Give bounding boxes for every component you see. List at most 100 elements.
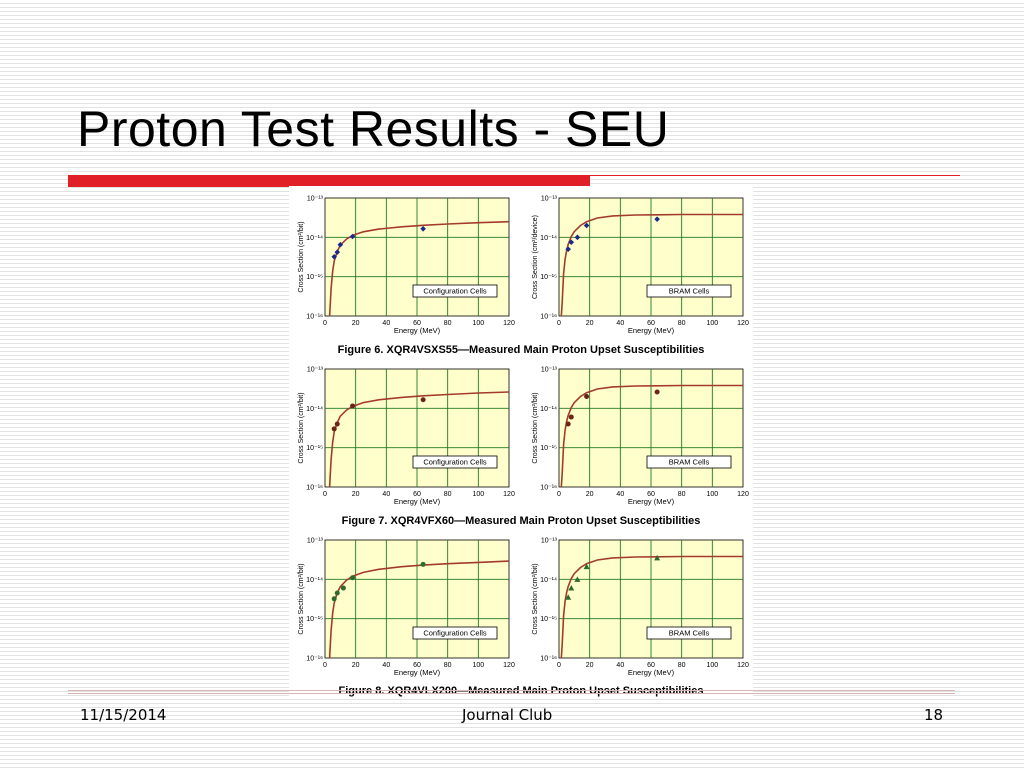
x-tick-label: 40 <box>616 491 624 498</box>
y-axis-label: Cross Section (cm²/device) <box>532 215 539 299</box>
x-axis-label: Energy (MeV) <box>628 326 675 335</box>
data-point <box>334 590 340 596</box>
x-tick-label: 60 <box>647 320 655 327</box>
data-point <box>334 249 341 255</box>
x-tick-label: 60 <box>647 662 655 669</box>
x-axis-label: Energy (MeV) <box>394 668 441 677</box>
y-tick-label: 10⁻¹⁵ <box>306 274 323 281</box>
y-tick-label: 10⁻¹³ <box>541 196 558 203</box>
data-point <box>565 594 572 600</box>
x-tick-label: 120 <box>737 662 749 669</box>
y-tick-label: 10⁻¹⁵ <box>540 445 557 452</box>
x-tick-label: 0 <box>557 662 561 669</box>
y-tick-label: 10⁻¹³ <box>541 367 558 374</box>
footer-date: 11/15/2014 <box>80 706 167 724</box>
y-tick-label: 10⁻¹⁴ <box>540 406 557 413</box>
x-tick-label: 100 <box>706 662 718 669</box>
data-point <box>583 563 590 570</box>
legend-box <box>646 284 732 298</box>
x-tick-label: 20 <box>586 320 594 327</box>
x-tick-label: 0 <box>323 320 327 327</box>
figure-7-caption: Figure 7. XQR4VFX60—Measured Main Proton… <box>342 515 701 527</box>
x-axis-label: Energy (MeV) <box>628 668 675 677</box>
y-tick-label: 10⁻¹⁵ <box>306 445 323 452</box>
data-point <box>350 575 356 581</box>
y-tick-label: 10⁻¹⁵ <box>540 274 557 281</box>
y-tick-label: 10⁻¹⁵ <box>306 616 323 623</box>
y-tick-label: 10⁻¹⁵ <box>540 616 557 623</box>
figure-6-caption: Figure 6. XQR4VSXS55—Measured Main Proto… <box>338 344 705 356</box>
data-point <box>565 421 571 427</box>
data-point <box>654 216 660 222</box>
data-point <box>331 596 337 602</box>
x-tick-label: 120 <box>737 320 749 327</box>
data-point <box>420 561 426 567</box>
x-tick-label: 100 <box>472 662 484 669</box>
y-tick-label: 10⁻¹⁶ <box>540 485 557 492</box>
charts-group: 0 20 40 60 80 100 120 10⁻¹⁶ 10⁻¹⁵ 10⁻¹⁴ 10⁻¹³ Energ… <box>298 196 749 678</box>
legend-box <box>646 455 732 469</box>
x-tick-label: 80 <box>444 491 452 498</box>
y-axis-label: Cross Section (cm²/bit) <box>298 392 305 463</box>
y-tick-label: 10⁻¹⁶ <box>306 314 323 321</box>
x-tick-label: 20 <box>352 491 360 498</box>
x-tick-label: 60 <box>647 491 655 498</box>
data-point <box>654 554 661 561</box>
chart-5: 0 20 40 60 80 100 120 10⁻¹⁶ 10⁻¹⁵ 10⁻¹⁴ 10⁻¹³ Energ… <box>298 538 515 678</box>
x-tick-label: 20 <box>586 662 594 669</box>
y-axis-label: Cross Section (cm²/bit) <box>298 563 305 634</box>
chart-6: 0 20 40 60 80 100 120 10⁻¹⁶ 10⁻¹⁵ 10⁻¹⁴ 10⁻¹³ Energ… <box>532 538 749 678</box>
slide-title: Proton Test Results - SEU <box>77 101 670 157</box>
y-tick-label: 10⁻¹⁴ <box>306 406 323 413</box>
data-point <box>574 576 581 582</box>
figure-panel: 0 20 40 60 80 100 120 10⁻¹⁶ 10⁻¹⁵ 10⁻¹⁴ 10⁻¹³ Energ… <box>289 186 753 698</box>
legend-box <box>646 626 732 640</box>
data-point <box>568 414 574 420</box>
legend-label: Configuration Cells <box>423 287 487 296</box>
y-tick-label: 10⁻¹⁶ <box>306 485 323 492</box>
x-tick-label: 80 <box>678 491 686 498</box>
x-tick-label: 100 <box>706 320 718 327</box>
x-tick-label: 0 <box>323 491 327 498</box>
x-axis-label: Energy (MeV) <box>394 326 441 335</box>
x-tick-label: 40 <box>382 662 390 669</box>
legend-label: BRAM Cells <box>669 629 710 638</box>
y-tick-label: 10⁻¹⁴ <box>540 577 557 584</box>
figure-8-caption: Figure 8. XQR4VLX200—Measured Main Proto… <box>339 685 704 697</box>
x-tick-label: 0 <box>557 491 561 498</box>
legend-label: Configuration Cells <box>423 458 487 467</box>
legend-box <box>412 626 498 640</box>
data-point <box>340 585 346 591</box>
x-tick-label: 100 <box>706 491 718 498</box>
y-axis-label: Cross Section (cm²/bit) <box>532 563 539 634</box>
data-point <box>350 403 356 409</box>
x-tick-label: 100 <box>472 320 484 327</box>
legend-box <box>412 455 498 469</box>
x-axis-label: Energy (MeV) <box>394 497 441 506</box>
x-tick-label: 60 <box>413 491 421 498</box>
x-tick-label: 20 <box>352 662 360 669</box>
y-tick-label: 10⁻¹⁴ <box>540 235 557 242</box>
x-tick-label: 120 <box>737 491 749 498</box>
x-tick-label: 20 <box>352 320 360 327</box>
legend-label: BRAM Cells <box>669 458 710 467</box>
x-tick-label: 120 <box>503 320 515 327</box>
x-tick-label: 20 <box>586 491 594 498</box>
data-point <box>331 426 337 432</box>
legend-label: Configuration Cells <box>423 629 487 638</box>
footer-divider <box>68 690 955 691</box>
y-tick-label: 10⁻¹⁴ <box>306 577 323 584</box>
y-tick-label: 10⁻¹³ <box>307 367 324 374</box>
data-point <box>654 389 660 395</box>
x-tick-label: 60 <box>413 662 421 669</box>
chart-4: 0 20 40 60 80 100 120 10⁻¹⁶ 10⁻¹⁵ 10⁻¹⁴ 10⁻¹³ Energ… <box>532 367 749 507</box>
fit-curve <box>560 555 743 659</box>
y-tick-label: 10⁻¹⁶ <box>540 656 557 663</box>
y-axis-label: Cross Section (cm²/bit) <box>532 392 539 463</box>
x-tick-label: 80 <box>678 662 686 669</box>
y-tick-label: 10⁻¹⁶ <box>306 656 323 663</box>
x-axis-label: Energy (MeV) <box>628 497 675 506</box>
x-tick-label: 120 <box>503 662 515 669</box>
title-accent-bar <box>68 175 590 187</box>
x-tick-label: 0 <box>323 662 327 669</box>
